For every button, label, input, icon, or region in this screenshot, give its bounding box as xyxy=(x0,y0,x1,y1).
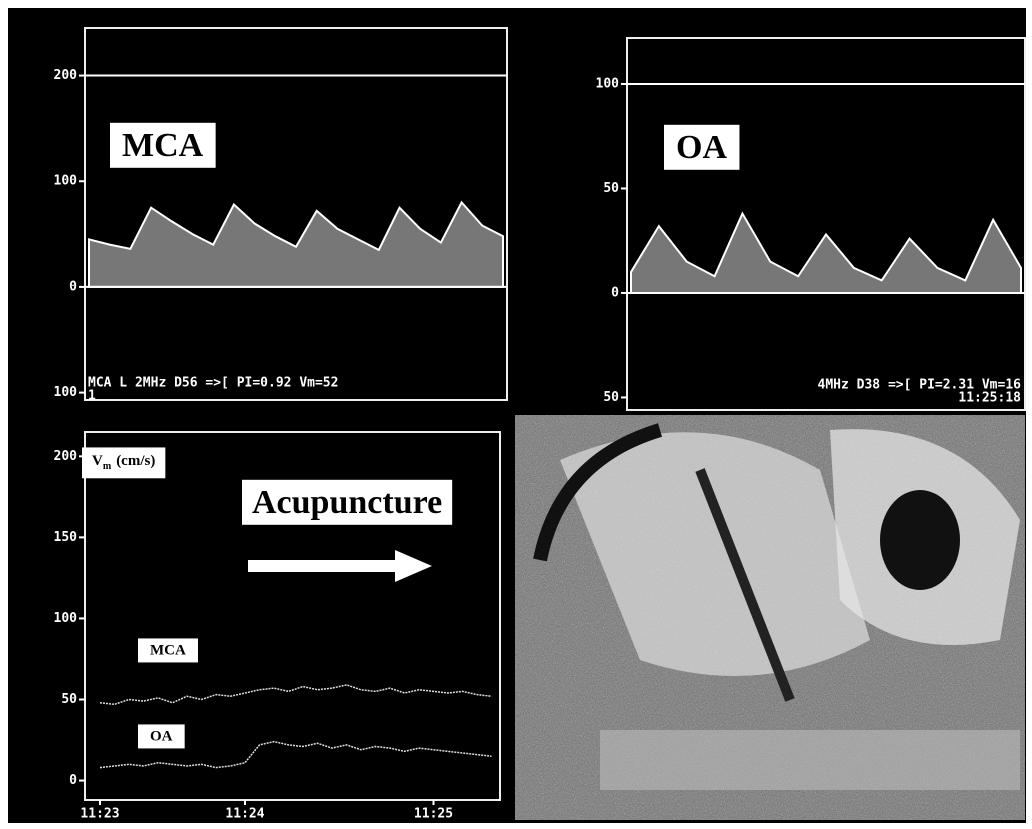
y-label-unit: (cm/s) xyxy=(116,453,155,469)
y-tick-label: 0 xyxy=(69,773,77,788)
y-tick-label: 200 xyxy=(54,68,78,83)
status-text: 1 xyxy=(88,389,96,404)
y-tick-label: 100 xyxy=(54,174,78,189)
x-tick-label: 11:25 xyxy=(414,807,453,822)
x-tick-label: 11:24 xyxy=(225,807,264,822)
box-label: Acupuncture xyxy=(252,484,442,521)
y-tick-label: 0 xyxy=(69,279,77,294)
y-tick-label: 50 xyxy=(603,390,619,405)
y-tick-label: 100 xyxy=(54,611,78,626)
photo xyxy=(515,415,1025,820)
y-tick-label: 50 xyxy=(603,181,619,196)
y-tick-label: 0 xyxy=(611,285,619,300)
x-tick-label: 11:23 xyxy=(80,807,119,822)
y-label-subscript: m xyxy=(103,461,112,472)
y-tick-label: 150 xyxy=(54,530,78,545)
y-tick-label: 50 xyxy=(61,692,77,707)
status-text: 11:25:18 xyxy=(958,391,1021,406)
box-label: OA xyxy=(676,129,727,166)
box-label: MCA xyxy=(150,642,186,658)
y-tick-label: 200 xyxy=(54,449,78,464)
y-tick-label: 100 xyxy=(54,385,78,400)
y-tick-label: 100 xyxy=(596,76,620,91)
box-label: OA xyxy=(150,728,173,744)
y-label-symbol: V xyxy=(92,453,103,469)
status-text: MCA L 2MHz D56 =>[ PI=0.92 Vm=52 xyxy=(88,376,338,391)
figure: 2001000100MCAMCA L 2MHz D56 =>[ PI=0.92 … xyxy=(0,0,1032,829)
box-label: MCA xyxy=(122,127,204,164)
